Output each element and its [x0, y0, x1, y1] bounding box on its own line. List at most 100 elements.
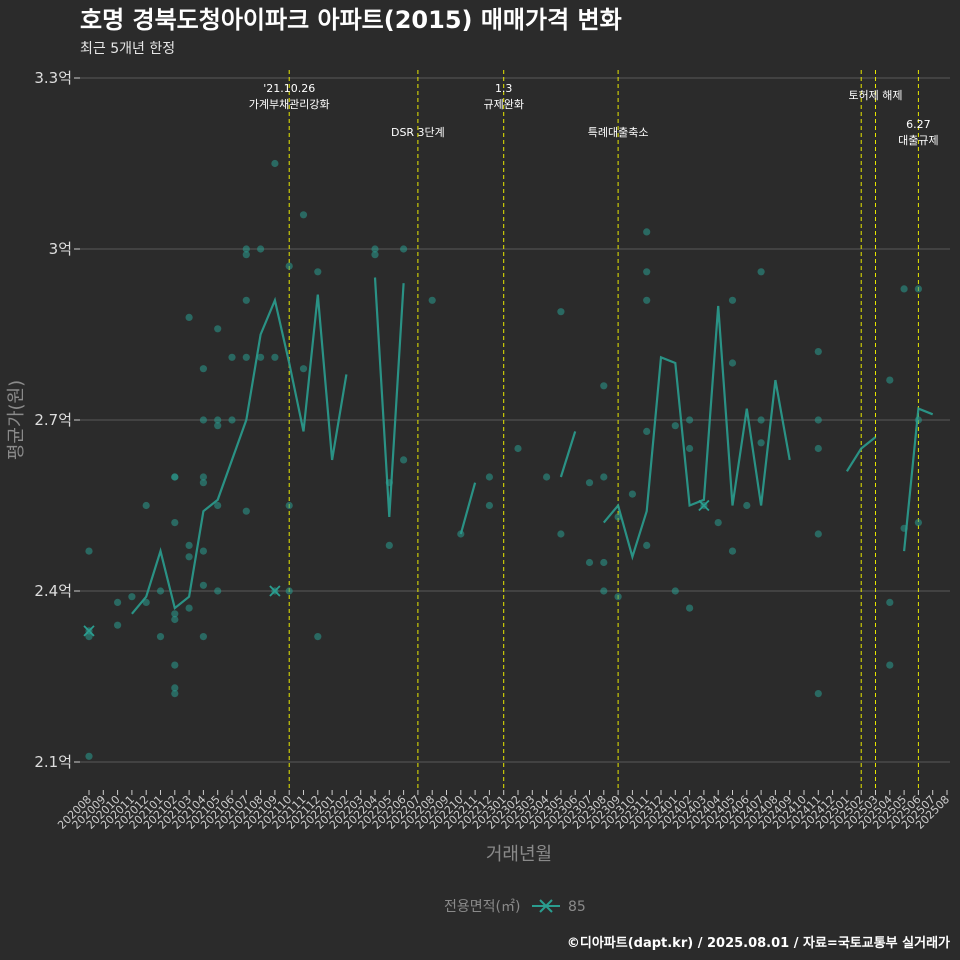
data-point-27 — [199, 633, 207, 641]
data-point-13 — [171, 519, 179, 527]
annotation-line2-6: 대출규제 — [898, 134, 938, 147]
data-point-21 — [185, 604, 193, 612]
data-point-90 — [728, 359, 737, 367]
data-point-83 — [671, 587, 679, 595]
data-point-96 — [814, 348, 822, 356]
legend: 전용면적(㎡) 85 — [444, 899, 586, 915]
data-point-85 — [686, 416, 694, 424]
data-point-40 — [242, 353, 250, 361]
data-point-86 — [686, 604, 694, 612]
y-axis: 2.1억 2.4억 2.7억 3억 3.3억 — [34, 69, 80, 771]
data-point-30 — [214, 501, 222, 510]
cross-stroke-b-0 — [83, 625, 95, 637]
cross-marker-0 — [83, 625, 95, 637]
data-point-12 — [171, 615, 179, 624]
data-point-49 — [285, 587, 293, 595]
source-caption: ©디아파트(dapt.kr) / 2025.08.01 / 자료=국토교통부 실… — [567, 935, 950, 951]
data-point-50 — [299, 211, 308, 219]
data-point-25 — [199, 547, 207, 555]
data-point-48 — [285, 501, 293, 510]
annotation-line1-5: 토허제 해제 — [848, 88, 902, 102]
data-point-84 — [686, 444, 694, 453]
data-point-106 — [914, 285, 923, 293]
data-point-99 — [814, 530, 822, 538]
data-point-19 — [185, 541, 193, 550]
annotation-line1-6: 6.27 — [906, 118, 931, 131]
mean-line-segment-2 — [459, 482, 477, 535]
data-point-5 — [114, 621, 122, 629]
legend-key-icon — [532, 899, 560, 913]
data-point-70 — [600, 473, 608, 481]
data-point-73 — [600, 558, 608, 567]
data-point-66 — [557, 308, 565, 316]
data-point-67 — [557, 530, 565, 538]
data-point-108 — [914, 519, 923, 527]
data-point-0 — [85, 547, 93, 555]
policy-event-lines — [288, 70, 919, 790]
annotation-line1-0: '21.10.26 — [263, 82, 315, 95]
data-point-82 — [671, 422, 679, 430]
annotation-line2-2: 규제완화 — [483, 98, 523, 111]
data-point-4 — [114, 598, 122, 607]
data-point-36 — [228, 416, 236, 424]
data-point-33 — [214, 587, 222, 595]
data-point-64 — [514, 444, 522, 453]
cross-marker-1 — [269, 585, 281, 597]
transaction-points — [85, 159, 923, 760]
data-point-15 — [171, 473, 179, 481]
mean-line-segment-6 — [903, 407, 934, 552]
data-point-38 — [242, 245, 250, 253]
data-point-97 — [814, 416, 822, 424]
x-axis-title: 거래년월 — [486, 844, 552, 865]
annotation-line1-3: 특례대출축소 — [588, 126, 649, 139]
data-point-94 — [757, 439, 765, 447]
data-point-52 — [314, 268, 322, 276]
data-point-11 — [171, 610, 179, 618]
data-point-79 — [643, 296, 651, 304]
mean-line-segment-0 — [131, 294, 348, 615]
data-point-104 — [900, 285, 908, 293]
data-point-8 — [142, 501, 150, 510]
chart-subtitle: 최근 5개년 한정 — [80, 41, 175, 57]
x-axis: 2020082020092020102020112020122021012021… — [55, 790, 952, 832]
data-point-89 — [728, 296, 737, 304]
mean-line-segment-5 — [845, 436, 877, 472]
data-point-26 — [199, 581, 207, 589]
data-point-32 — [214, 416, 222, 424]
data-point-93 — [757, 268, 765, 276]
data-point-63 — [485, 501, 493, 510]
data-point-29 — [199, 365, 207, 373]
data-point-55 — [371, 251, 379, 259]
data-point-100 — [814, 690, 822, 698]
data-point-58 — [400, 245, 408, 253]
data-point-62 — [485, 473, 493, 481]
legend-label: 85 — [568, 899, 586, 915]
y-tick-label-0: 2.1억 — [34, 753, 72, 771]
data-point-59 — [400, 456, 408, 464]
data-point-56 — [385, 541, 393, 550]
data-point-91 — [728, 547, 737, 555]
data-point-81 — [643, 541, 651, 550]
highlight-markers — [83, 499, 710, 637]
data-point-68 — [585, 479, 594, 487]
mean-line-segment-4 — [602, 305, 791, 561]
data-point-54 — [371, 245, 379, 253]
cross-stroke-b-1 — [269, 585, 281, 597]
data-point-2 — [85, 633, 93, 641]
annotation-line2-0: 가계부채관리강화 — [249, 98, 330, 111]
data-point-65 — [543, 473, 551, 481]
data-point-10 — [156, 633, 165, 641]
data-point-77 — [643, 228, 651, 236]
legend-title: 전용면적(㎡) — [444, 899, 520, 915]
data-point-92 — [743, 501, 751, 510]
annotation-line1-1: DSR 3단계 — [391, 126, 445, 139]
cross-marker-2 — [698, 499, 710, 512]
y-tick-label-1: 2.4억 — [34, 582, 72, 600]
data-point-76 — [628, 490, 637, 498]
data-point-28 — [199, 416, 207, 424]
data-point-23 — [199, 473, 207, 481]
annotation-line1-2: 1.3 — [495, 82, 513, 95]
y-tick-label-2: 2.7억 — [34, 411, 72, 429]
mean-line-segment-1 — [373, 277, 405, 517]
